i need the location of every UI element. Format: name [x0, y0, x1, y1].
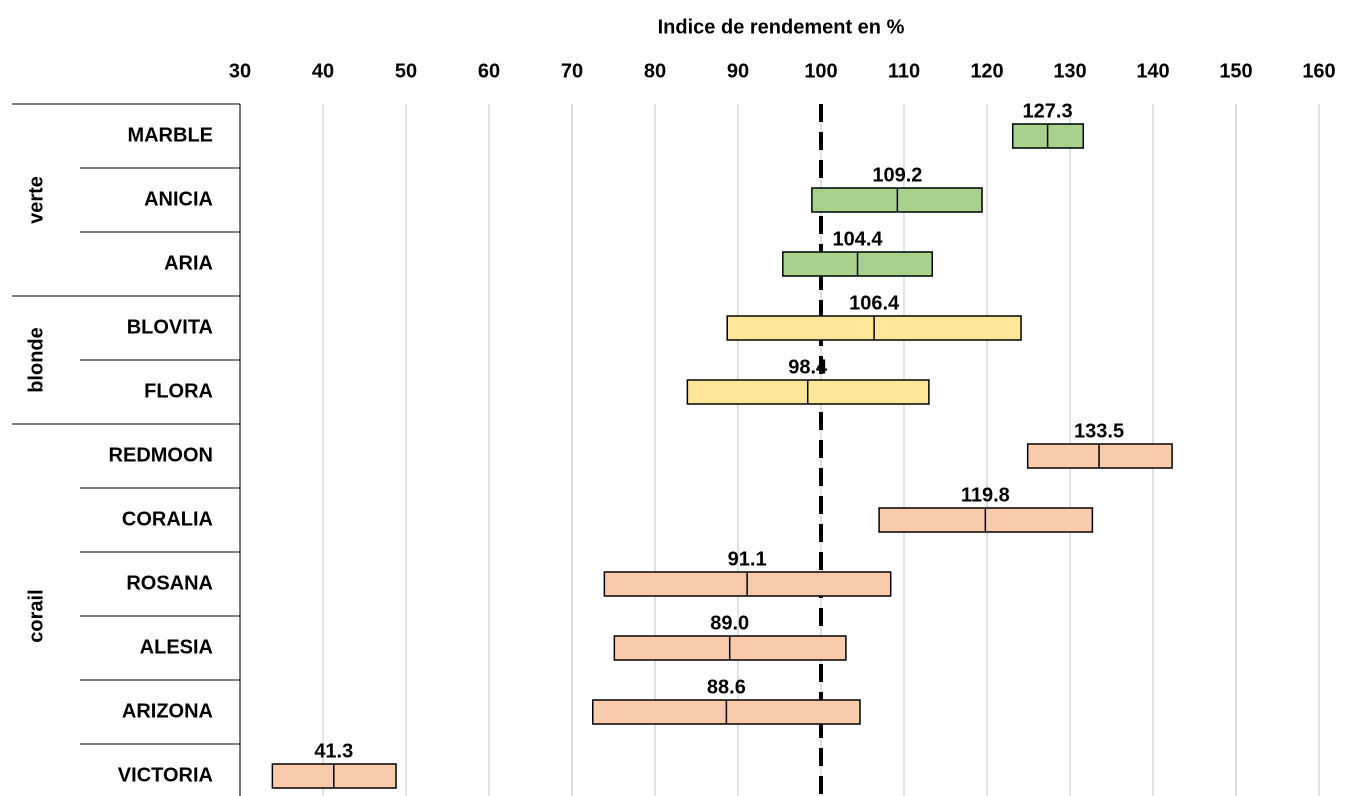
value-label: 109.2: [872, 164, 922, 186]
value-label: 119.8: [961, 484, 1010, 506]
x-tick-label: 120: [970, 60, 1003, 82]
value-label: 91.1: [728, 548, 767, 570]
category-label: BLOVITA: [127, 316, 213, 338]
axis-title: Indice de rendement en %: [658, 16, 905, 38]
value-label: 88.6: [707, 676, 746, 698]
group-label: corail: [25, 589, 47, 642]
category-label: ANICIA: [144, 188, 213, 210]
value-label: 127.3: [1023, 100, 1073, 122]
category-label: ALESIA: [140, 636, 213, 658]
x-tick-label: 160: [1302, 60, 1335, 82]
category-label: VICTORIA: [118, 764, 213, 786]
group-label: verte: [25, 176, 47, 224]
value-label: 89.0: [710, 612, 749, 634]
category-label: MARBLE: [127, 124, 213, 146]
x-tick-label: 140: [1136, 60, 1169, 82]
x-tick-label: 40: [312, 60, 334, 82]
x-tick-label: 110: [888, 60, 920, 82]
x-tick-label: 70: [561, 60, 583, 82]
value-label: 41.3: [314, 740, 353, 762]
x-tick-label: 30: [229, 60, 251, 82]
range-bar: [1026, 443, 1173, 469]
x-tick-label: 50: [395, 60, 417, 82]
x-tick-label: 60: [478, 60, 500, 82]
group-label: blonde: [25, 327, 47, 393]
category-label: ARIZONA: [122, 700, 213, 722]
x-tick-label: 130: [1053, 60, 1086, 82]
value-label: 98.4: [788, 356, 828, 378]
value-label: 106.4: [849, 292, 900, 314]
x-tick-label: 100: [804, 60, 837, 82]
x-tick-label: 80: [644, 60, 666, 82]
x-tick-label: 150: [1219, 60, 1252, 82]
category-label: REDMOON: [109, 444, 213, 466]
value-label: 104.4: [832, 228, 883, 250]
x-tick-label: 90: [727, 60, 749, 82]
category-label: ROSANA: [126, 572, 213, 594]
category-label: ARIA: [164, 252, 213, 274]
category-label: CORALIA: [122, 508, 213, 530]
value-label: 133.5: [1074, 420, 1124, 442]
category-label: FLORA: [144, 380, 213, 402]
